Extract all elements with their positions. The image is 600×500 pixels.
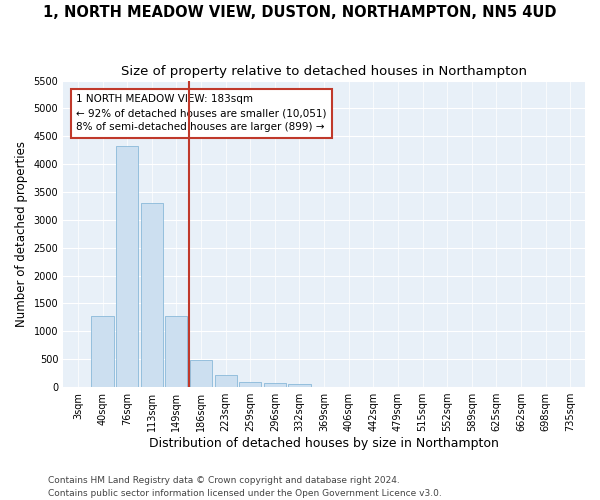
X-axis label: Distribution of detached houses by size in Northampton: Distribution of detached houses by size … xyxy=(149,437,499,450)
Bar xyxy=(116,146,138,387)
Y-axis label: Number of detached properties: Number of detached properties xyxy=(15,141,28,327)
Text: Contains HM Land Registry data © Crown copyright and database right 2024.
Contai: Contains HM Land Registry data © Crown c… xyxy=(48,476,442,498)
Bar xyxy=(141,203,163,387)
Text: 1, NORTH MEADOW VIEW, DUSTON, NORTHAMPTON, NN5 4UD: 1, NORTH MEADOW VIEW, DUSTON, NORTHAMPTO… xyxy=(43,5,557,20)
Bar xyxy=(190,360,212,387)
Bar xyxy=(239,382,262,387)
Title: Size of property relative to detached houses in Northampton: Size of property relative to detached ho… xyxy=(121,65,527,78)
Bar xyxy=(91,316,113,387)
Bar xyxy=(289,384,311,387)
Bar xyxy=(215,375,237,387)
Bar xyxy=(166,316,187,387)
Text: 1 NORTH MEADOW VIEW: 183sqm
← 92% of detached houses are smaller (10,051)
8% of : 1 NORTH MEADOW VIEW: 183sqm ← 92% of det… xyxy=(76,94,327,132)
Bar xyxy=(264,383,286,387)
